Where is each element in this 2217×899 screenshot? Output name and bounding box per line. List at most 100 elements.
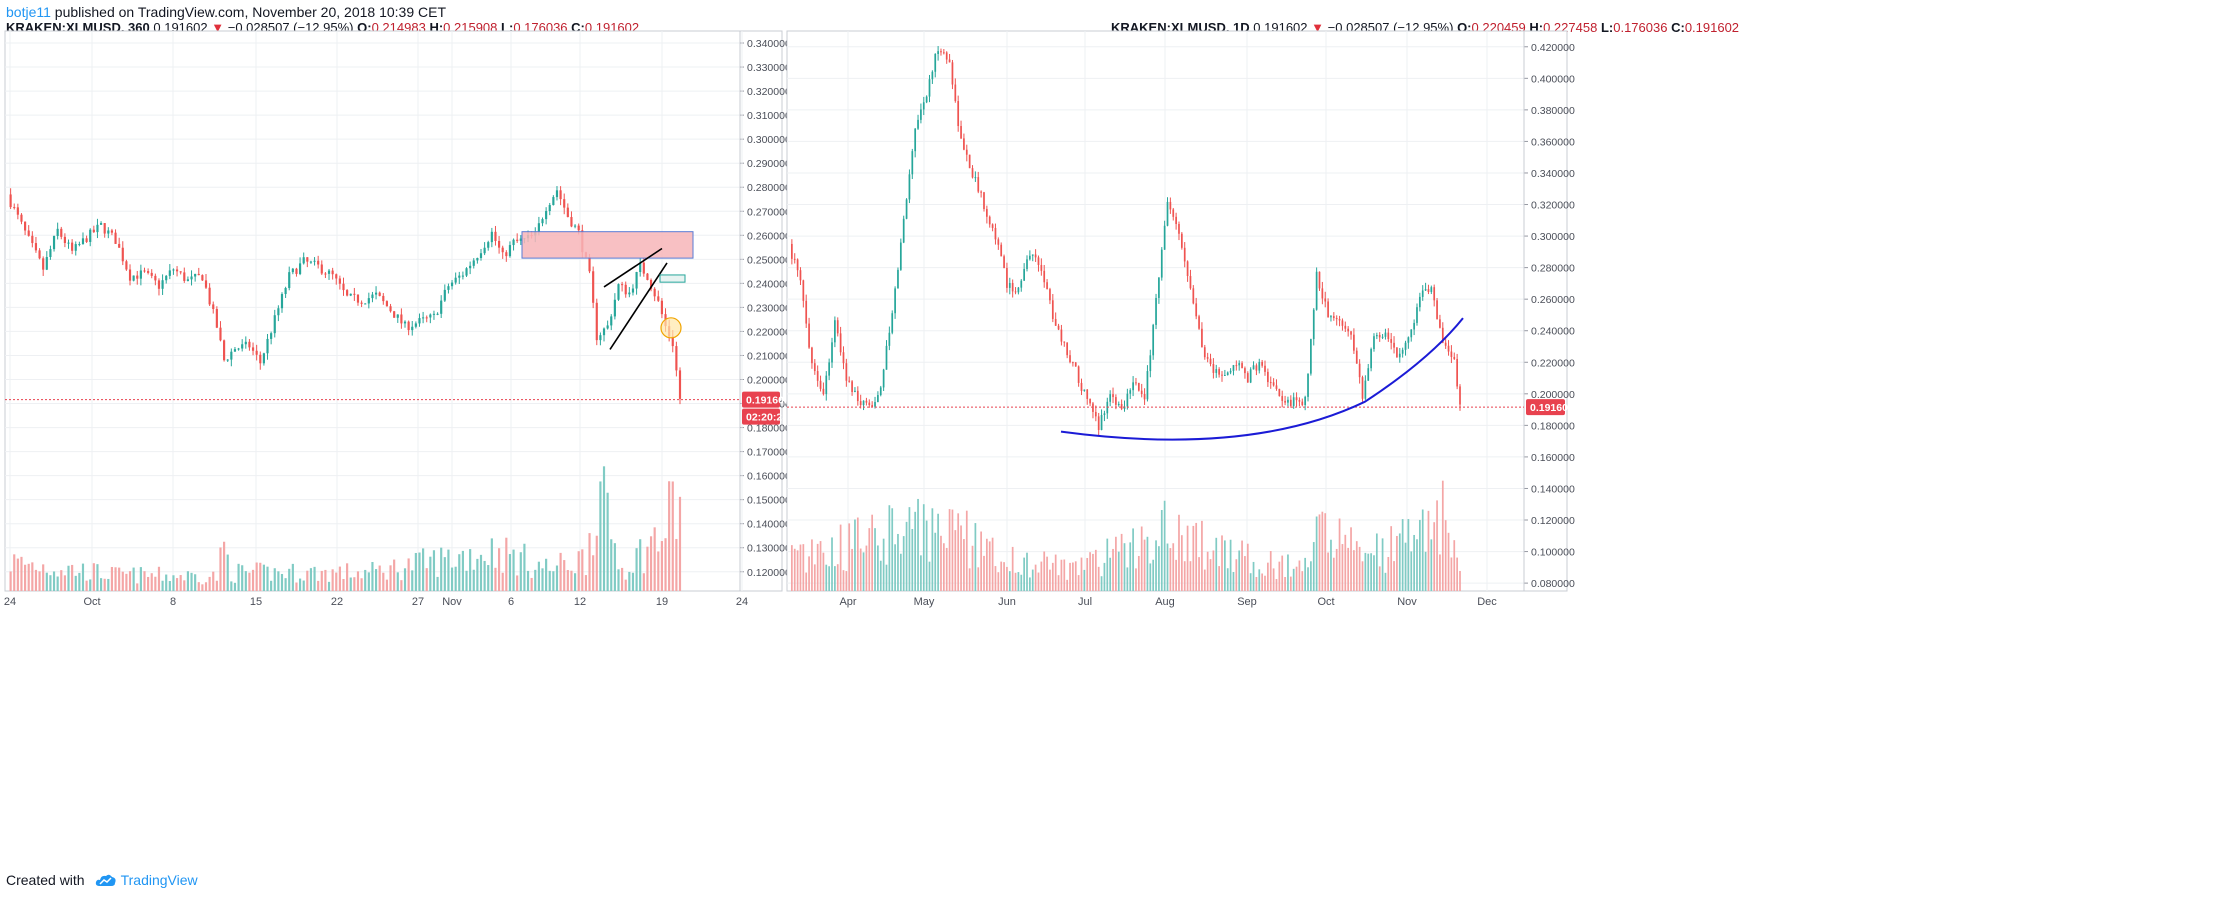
volume-bar xyxy=(526,570,530,591)
candle-body xyxy=(291,268,294,273)
created-with-label: Created with xyxy=(6,872,85,888)
candle-body xyxy=(508,245,512,257)
candle-body xyxy=(34,243,38,251)
x-tick-label: 6 xyxy=(508,596,514,608)
volume-bar xyxy=(813,564,816,591)
volume-bar xyxy=(1106,538,1109,591)
candle-body xyxy=(233,349,237,352)
candle-body xyxy=(454,277,457,283)
candle-body xyxy=(1198,316,1200,329)
volume-bar xyxy=(1054,554,1057,591)
volume-bar xyxy=(1163,500,1166,591)
candle-body xyxy=(799,270,802,281)
y-tick-label: 0.330000 xyxy=(747,62,791,74)
volume-bar xyxy=(400,580,403,591)
candle-body xyxy=(349,293,352,296)
candle-body xyxy=(621,284,624,286)
candle-body xyxy=(432,313,436,315)
volume-bar xyxy=(836,564,839,591)
candle-body xyxy=(1166,201,1169,226)
volume-bar xyxy=(965,510,968,591)
volume-bar xyxy=(1350,527,1352,591)
y-tick-label: 0.260000 xyxy=(747,230,791,242)
candle-body xyxy=(1453,356,1456,359)
candle-body xyxy=(588,257,591,272)
y-tick-label: 0.360000 xyxy=(1531,136,1575,148)
candle-body xyxy=(1120,403,1123,409)
volume-bar xyxy=(1212,550,1215,591)
candle-body xyxy=(1261,361,1264,366)
volume-bar xyxy=(356,571,360,591)
candle-body xyxy=(957,101,960,127)
volume-bar xyxy=(581,549,584,591)
candle-body xyxy=(1252,365,1255,370)
volume-bar xyxy=(606,492,609,591)
tradingview-logo-link[interactable]: TradingView xyxy=(95,872,198,888)
candle-body xyxy=(226,359,229,361)
candle-body xyxy=(891,313,894,333)
candle-body xyxy=(635,271,638,289)
tradingview-brand: TradingView xyxy=(120,872,198,888)
candle-body xyxy=(1321,288,1324,299)
candle-body xyxy=(980,191,982,193)
candle-body xyxy=(675,346,678,371)
volume-bar xyxy=(67,565,70,591)
volume-bar xyxy=(1269,551,1272,591)
candle-body xyxy=(559,190,562,200)
volume-bar xyxy=(194,574,197,591)
volume-bar xyxy=(791,545,793,591)
volume-bar xyxy=(1355,541,1358,591)
candle-body xyxy=(1284,400,1286,403)
candle-body xyxy=(1292,397,1295,406)
candle-body xyxy=(1241,363,1243,369)
volume-bar xyxy=(1072,562,1074,591)
candle-body xyxy=(1086,389,1089,399)
volume-bar xyxy=(1344,534,1347,591)
volume-bar xyxy=(476,558,479,591)
volume-bar xyxy=(393,559,396,591)
candle-body xyxy=(1330,316,1332,318)
y-tick-label: 0.240000 xyxy=(1531,326,1575,338)
candle-body xyxy=(1011,283,1014,292)
candle-body xyxy=(1281,396,1284,401)
x-tick-label: 24 xyxy=(736,596,748,608)
volume-bar xyxy=(1335,548,1338,591)
volume-bar xyxy=(223,541,226,591)
wedge-upper-line xyxy=(603,247,663,288)
volume-bar xyxy=(664,538,667,591)
candle-body xyxy=(1278,388,1281,397)
author-link[interactable]: botje11 xyxy=(6,4,51,20)
candle-body xyxy=(642,262,645,274)
target-box xyxy=(659,274,686,283)
volume-bar xyxy=(1295,566,1298,591)
y-tick-label: 0.250000 xyxy=(747,254,791,266)
volume-bar xyxy=(99,578,103,591)
candle-body xyxy=(1043,270,1046,283)
candle-body xyxy=(284,288,287,295)
candle-body xyxy=(1439,319,1441,328)
volume-bar xyxy=(425,568,428,591)
volume-bar xyxy=(288,568,291,591)
candle-body xyxy=(671,336,674,347)
volume-bar xyxy=(1226,568,1229,591)
candle-body xyxy=(1155,297,1157,325)
candle-body xyxy=(1444,342,1447,346)
volume-bar xyxy=(534,569,537,591)
volume-bar xyxy=(1143,539,1146,591)
candle-body xyxy=(948,59,951,63)
volume-bar xyxy=(882,538,885,591)
candle-body xyxy=(595,302,598,341)
candle-body xyxy=(1244,368,1246,374)
candle-body xyxy=(313,260,316,262)
volume-bar xyxy=(251,569,255,591)
candle-body xyxy=(393,311,396,318)
volume-bar xyxy=(828,566,831,591)
volume-bar xyxy=(839,524,842,591)
volume-bar xyxy=(1338,518,1341,591)
volume-bar xyxy=(1120,533,1123,591)
candle-body xyxy=(1390,339,1393,343)
volume-bar xyxy=(1135,568,1137,591)
candle-body xyxy=(1026,259,1028,269)
volume-bar xyxy=(1003,562,1005,591)
